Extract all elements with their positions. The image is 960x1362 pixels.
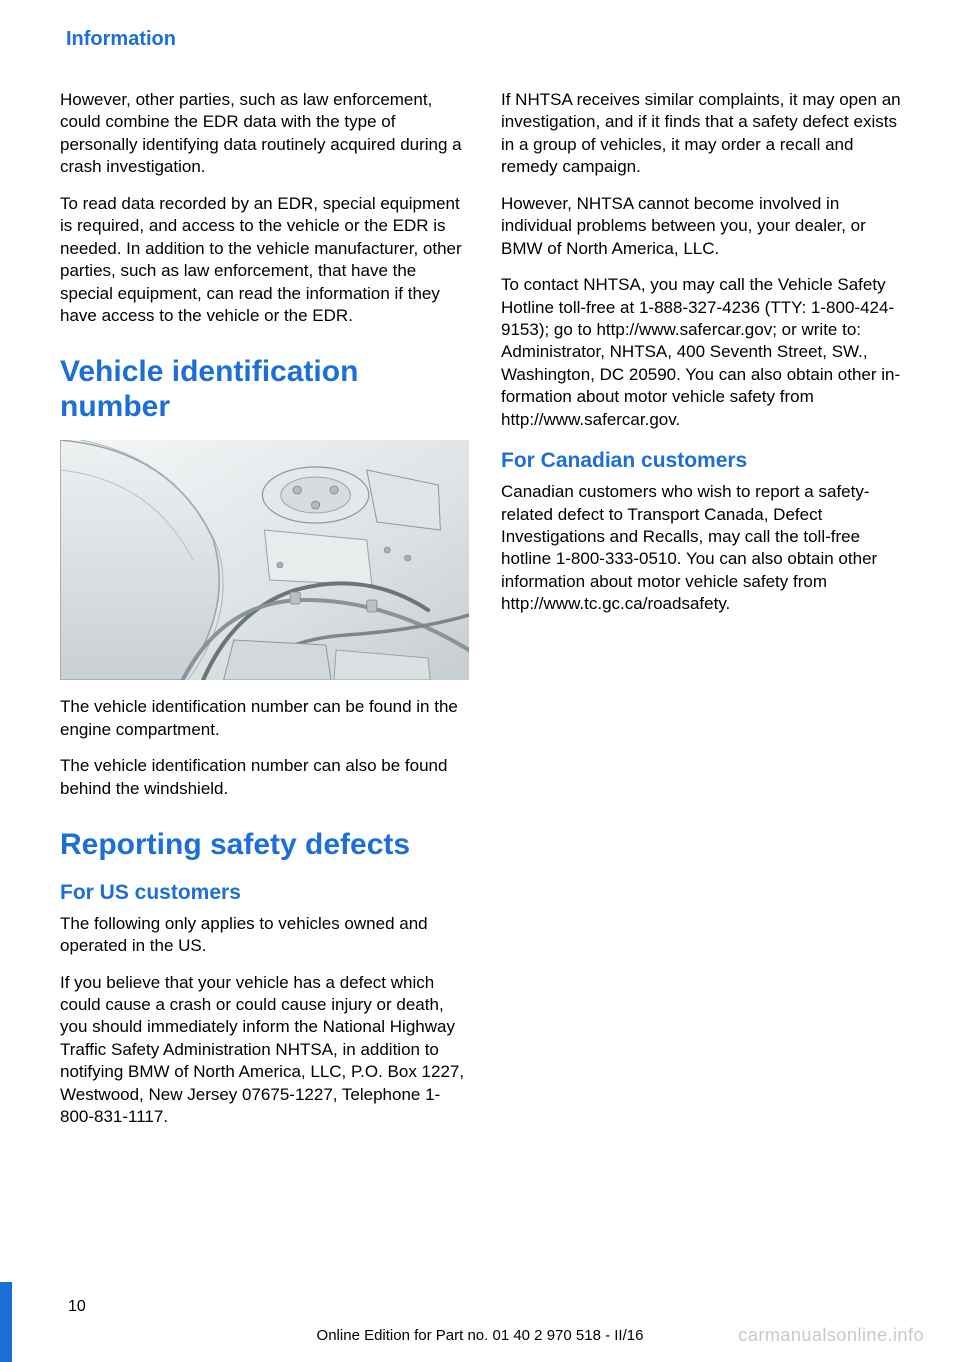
subheading-canadian-customers: For Canadian customers [501,449,910,473]
content-columns: However, other parties, such as law enfo… [60,89,910,1143]
body-paragraph: However, other parties, such as law enfo… [60,89,469,179]
vin-location-figure [60,440,469,680]
subheading-us-customers: For US customers [60,881,469,905]
body-paragraph: The vehicle identification number can al… [60,755,469,800]
body-paragraph: To read data recorded by an EDR, special… [60,193,469,328]
heading-vehicle-identification-number: Vehicle identification number [60,355,469,424]
body-paragraph: The vehicle identification number can be… [60,696,469,741]
body-paragraph: If NHTSA receives similar complaints, it… [501,89,910,179]
left-column: However, other parties, such as law enfo… [60,89,469,1143]
page-container: Information However, other parties, such… [0,0,960,1362]
section-header: Information [60,28,910,51]
body-paragraph: To contact NHTSA, you may call the Vehic… [501,274,910,431]
heading-reporting-safety-defects: Reporting safety defects [60,828,469,863]
left-accent-bar [0,1282,12,1362]
body-paragraph: Canadian customers who wish to report a … [501,481,910,616]
watermark-text: carmanualsonline.info [738,1325,924,1346]
page-number: 10 [68,1298,86,1316]
body-paragraph: However, NHTSA cannot become involved in… [501,193,910,260]
body-paragraph: If you believe that your vehicle has a d… [60,972,469,1129]
body-paragraph: The following only applies to vehicles o… [60,913,469,958]
right-column: If NHTSA receives similar complaints, it… [501,89,910,1143]
